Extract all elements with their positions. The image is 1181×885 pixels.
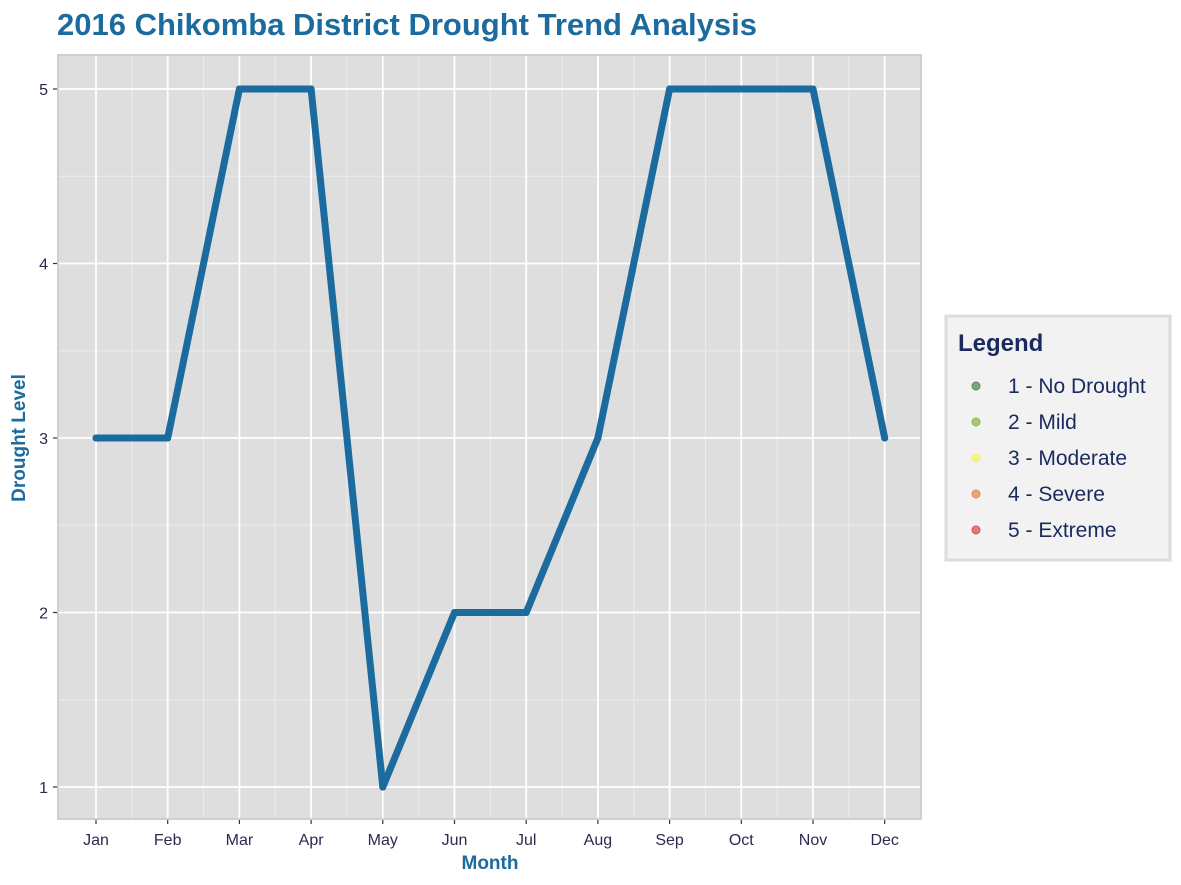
data-point	[809, 85, 817, 93]
legend-label: 3 - Moderate	[1008, 447, 1127, 470]
data-point	[307, 85, 315, 93]
data-point	[594, 434, 602, 442]
data-point	[164, 434, 172, 442]
legend-swatch	[971, 453, 981, 463]
legend-item: 2 - Mild	[971, 411, 1077, 434]
x-tick-label: Jan	[83, 832, 109, 849]
legend: Legend 1 - No Drought 2 - Mild 3 - Moderat…	[944, 314, 1172, 562]
chart-title: 2016 Chikomba District Drought Trend Ana…	[57, 7, 757, 42]
x-tick-label: Feb	[154, 832, 182, 849]
grid-lines	[59, 56, 920, 818]
y-axis: 1 2 3 4 5	[39, 82, 57, 797]
x-tick-label: Jun	[442, 832, 468, 849]
data-point	[92, 434, 100, 442]
y-tick-label: 2	[39, 606, 48, 623]
legend-swatch	[971, 489, 981, 499]
data-point	[235, 85, 243, 93]
series-line	[92, 85, 889, 791]
legend-items: 1 - No Drought 2 - Mild 3 - Moderate 4 - Se…	[971, 375, 1146, 542]
y-tick-label: 3	[39, 431, 48, 448]
x-tick-label: Jul	[516, 832, 536, 849]
x-tick-label: May	[368, 832, 398, 849]
legend-item: 3 - Moderate	[971, 447, 1127, 470]
legend-label: 4 - Severe	[1008, 483, 1105, 506]
x-tick-label: Oct	[729, 832, 754, 849]
legend-label: 5 - Extreme	[1008, 519, 1117, 542]
series-group	[92, 85, 889, 791]
legend-swatch	[971, 381, 981, 391]
legend-swatch	[971, 525, 981, 535]
legend-label: 2 - Mild	[1008, 411, 1077, 434]
data-point	[379, 783, 387, 791]
legend-item: 5 - Extreme	[971, 519, 1117, 542]
x-axis-title: Month	[462, 853, 519, 874]
data-point	[666, 85, 674, 93]
legend-swatch	[971, 417, 981, 427]
legend-item: 1 - No Drought	[971, 375, 1146, 398]
x-tick-label: Sep	[655, 832, 684, 849]
legend-label: 1 - No Drought	[1008, 375, 1146, 398]
data-point	[522, 609, 530, 616]
y-tick-label: 4	[39, 257, 48, 274]
y-tick-label: 5	[39, 82, 48, 99]
legend-box	[944, 314, 1172, 562]
legend-title: Legend	[958, 330, 1043, 357]
data-point	[451, 609, 458, 616]
y-axis-title: Drought Level	[9, 374, 30, 502]
x-axis: Jan Feb Mar Apr May Jun Jul Aug Sep Oct Nov Dec	[83, 820, 899, 849]
x-tick-label: Aug	[584, 832, 612, 849]
x-tick-label: Nov	[799, 832, 827, 849]
data-point	[881, 434, 889, 442]
data-point	[737, 85, 745, 93]
plot-panel	[59, 56, 920, 818]
legend-item: 4 - Severe	[971, 483, 1105, 506]
y-tick-label: 1	[39, 780, 48, 797]
x-tick-label: Mar	[226, 832, 254, 849]
x-tick-label: Apr	[299, 832, 325, 849]
x-tick-label: Dec	[870, 832, 898, 849]
